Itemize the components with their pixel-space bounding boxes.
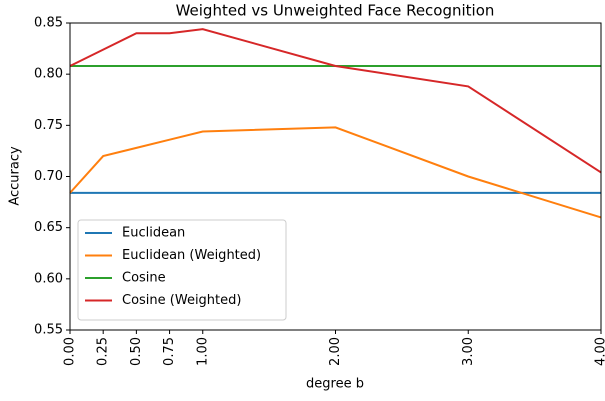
series-line — [69, 28, 602, 174]
x-tick-label: 3.00 — [461, 337, 476, 366]
x-tick-label: 4.00 — [594, 337, 605, 366]
y-tick-label: 0.70 — [34, 169, 63, 184]
x-tick-label: 0.00 — [63, 337, 78, 366]
x-tick-label: 1.00 — [195, 337, 210, 366]
y-tick-label: 0.80 — [34, 67, 63, 82]
series-line — [69, 126, 602, 219]
legend-label: Cosine — [122, 271, 166, 286]
y-tick-label: 0.55 — [34, 323, 63, 338]
x-tick-label: 0.75 — [162, 337, 177, 366]
chart-title: Weighted vs Unweighted Face Recognition — [176, 2, 495, 20]
y-tick-label: 0.75 — [34, 118, 63, 133]
x-axis-label: degree b — [306, 377, 364, 392]
legend-label: Cosine (Weighted) — [122, 293, 241, 308]
x-tick-label: 0.25 — [96, 337, 111, 366]
x-tick-label: 0.50 — [129, 337, 144, 366]
y-tick-label: 0.60 — [34, 271, 63, 286]
x-tick-label: 2.00 — [328, 337, 343, 366]
y-tick-label: 0.65 — [34, 220, 63, 235]
legend-box — [77, 219, 287, 321]
y-axis-label: Accuracy — [8, 146, 23, 206]
plot-frame — [69, 22, 602, 331]
legend-label: Euclidean (Weighted) — [122, 248, 261, 263]
y-tick-label: 0.85 — [34, 16, 63, 31]
legend-label: Euclidean — [122, 226, 185, 241]
